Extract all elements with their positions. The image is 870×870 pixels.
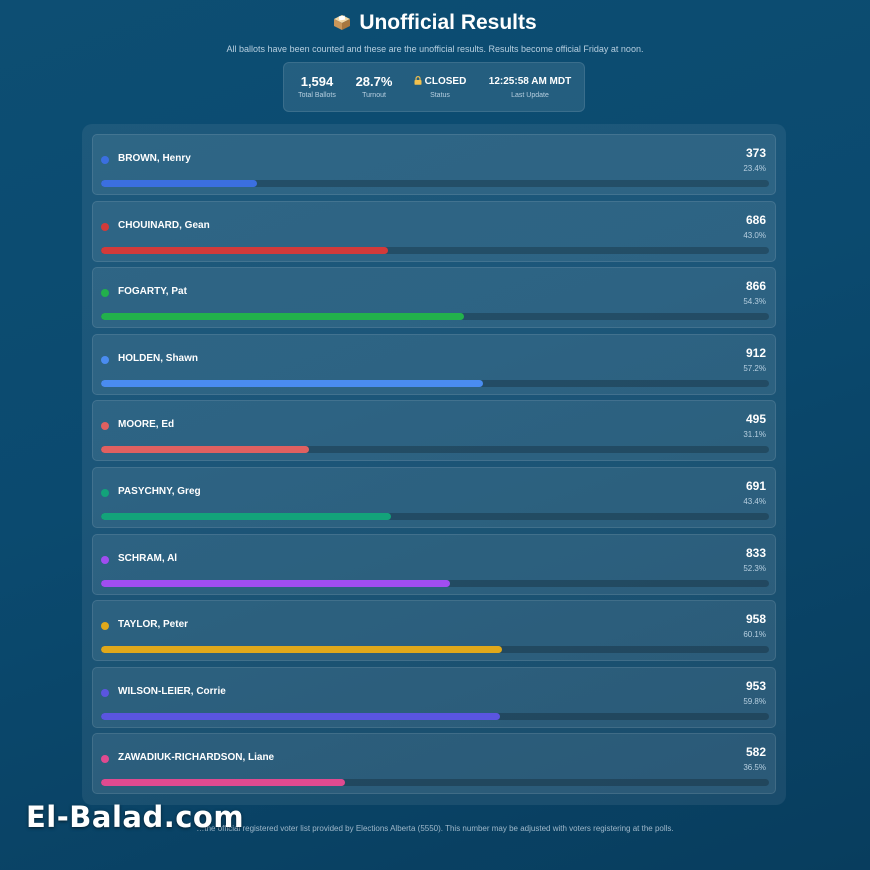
candidate-color-dot [101, 555, 109, 564]
candidate-percent: 59.8% [743, 696, 766, 706]
candidate-votes: 686 [745, 212, 766, 227]
candidate-card: SCHRAM, Al 833 52.3% [92, 533, 776, 595]
candidate-name: FOGARTY, Pat [118, 286, 187, 298]
stat-value: 1,594 [300, 74, 334, 89]
vote-bar-fill [101, 712, 501, 720]
candidate-color-dot [101, 156, 109, 164]
vote-bar-fill [101, 379, 484, 387]
candidate-percent: 57.2% [743, 363, 766, 373]
candidate-name: BROWN, Henry [118, 153, 191, 164]
vote-bar-fill [101, 313, 464, 321]
candidate-color-dot [101, 755, 109, 764]
stat-label: Total Ballots [298, 92, 336, 99]
candidate-name: PASYCHNY, Greg [118, 486, 201, 497]
vote-bar-track [101, 712, 769, 720]
candidate-card: FOGARTY, Pat 866 54.3% [92, 267, 776, 329]
vote-bar-track [101, 313, 769, 321]
footnote: …the official registered voter list prov… [196, 824, 674, 833]
candidate-votes: 691 [745, 479, 766, 493]
vote-bar-fill [101, 246, 389, 254]
page-title: Unofficial Results [0, 8, 870, 38]
vote-bar-fill [101, 779, 345, 787]
candidate-percent: 31.1% [743, 430, 766, 440]
stat-status-value-row: CLOSED [406, 74, 474, 90]
vote-bar-track [101, 246, 769, 254]
stat-value: 12:25:58 AM MDT [488, 76, 572, 87]
candidate-votes: 866 [745, 279, 766, 294]
candidate-votes: 373 [745, 146, 766, 160]
candidate-votes: 582 [745, 745, 766, 760]
candidate-card: HOLDEN, Shawn 912 57.2% [92, 333, 776, 395]
stat-value: 28.7% [355, 74, 393, 89]
stat-turnout: 28.7% Turnout [350, 74, 398, 99]
stats-bar: 1,594 Total Ballots 28.7% Turnout CLOSED… [283, 62, 585, 112]
candidate-card: CHOUINARD, Gean 686 43.0% [92, 200, 776, 262]
candidate-name: WILSON-LEIER, Corrie [118, 685, 226, 697]
candidate-votes: 495 [745, 412, 766, 427]
candidate-name: ZAWADIUK-RICHARDSON, Liane [118, 752, 275, 764]
candidate-percent: 60.1% [743, 630, 766, 640]
candidate-color-dot [101, 422, 109, 431]
candidate-percent: 43.0% [743, 230, 766, 240]
candidate-color-dot [101, 222, 109, 231]
candidate-votes: 953 [745, 678, 766, 693]
vote-bar-track [101, 779, 769, 787]
stat-value: CLOSED [424, 76, 467, 87]
candidate-percent: 54.3% [743, 297, 766, 307]
candidate-card: TAYLOR, Peter 958 60.1% [92, 600, 776, 662]
vote-bar-track [101, 646, 769, 654]
page-header: Unofficial Results All ballots have been… [0, 8, 870, 54]
results-panel: BROWN, Henry 373 23.4% CHOUINARD, Gean 686 43… [82, 124, 786, 805]
vote-bar-track [101, 579, 769, 587]
page-subtitle: All ballots have been counted and these … [226, 44, 644, 54]
candidate-card: MOORE, Ed 495 31.1% [92, 400, 776, 462]
candidate-name: CHOUINARD, Gean [118, 219, 210, 231]
candidate-votes: 912 [745, 345, 766, 360]
vote-bar-fill [101, 579, 451, 587]
candidate-color-dot [101, 489, 109, 497]
lock-icon [414, 75, 422, 85]
vote-bar-track [101, 513, 769, 520]
candidate-percent: 52.3% [743, 563, 766, 573]
watermark-logo: El-Balad.com [26, 800, 245, 834]
candidate-votes: 958 [745, 612, 766, 627]
ballot-box-icon [333, 10, 351, 30]
vote-bar-track [101, 446, 769, 454]
stat-last-update: 12:25:58 AM MDT Last Update [480, 74, 580, 99]
vote-bar-track [101, 379, 769, 387]
candidate-percent: 43.4% [743, 497, 766, 506]
candidate-name: TAYLOR, Peter [118, 619, 189, 631]
candidate-percent: 36.5% [743, 763, 766, 773]
candidate-votes: 833 [745, 545, 766, 560]
candidate-name: MOORE, Ed [118, 419, 175, 431]
stat-status: CLOSED Status [406, 74, 474, 99]
candidate-name: HOLDEN, Shawn [118, 352, 199, 364]
candidate-percent: 23.4% [743, 164, 766, 173]
candidate-color-dot [101, 289, 109, 298]
candidate-card: WILSON-LEIER, Corrie 953 59.8% [92, 666, 776, 728]
title-text: Unofficial Results [359, 11, 537, 34]
candidate-card: ZAWADIUK-RICHARDSON, Liane 582 36.5% [92, 733, 776, 795]
vote-bar-track [101, 180, 769, 187]
stat-label: Status [430, 92, 450, 99]
vote-bar-fill [101, 446, 309, 454]
candidate-color-dot [101, 688, 109, 697]
candidate-color-dot [101, 355, 109, 364]
stat-label: Turnout [362, 92, 386, 99]
stat-total-ballots: 1,594 Total Ballots [292, 74, 342, 99]
stat-label: Last Update [511, 92, 549, 99]
candidate-color-dot [101, 622, 109, 631]
vote-bar-fill [101, 513, 391, 520]
candidate-name: SCHRAM, Al [118, 552, 178, 564]
vote-bar-fill [101, 646, 503, 654]
candidate-card: BROWN, Henry 373 23.4% [92, 134, 776, 195]
candidate-card: PASYCHNY, Greg 691 43.4% [92, 467, 776, 528]
vote-bar-fill [101, 180, 258, 187]
